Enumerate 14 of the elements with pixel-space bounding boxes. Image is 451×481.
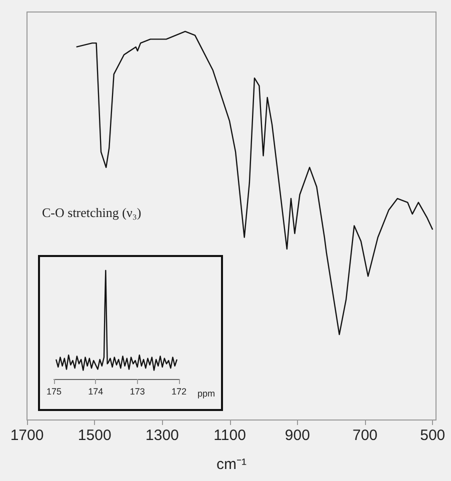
x-tick-label: 172	[171, 386, 187, 396]
x-tick-label: 500	[420, 427, 446, 444]
x-tick-label: 174	[88, 386, 104, 396]
x-tick-label: 900	[284, 427, 310, 444]
x-tick-label: 1700	[10, 427, 44, 444]
annotation: C-O stretching (ν₃)	[42, 205, 142, 220]
x-axis-title: cm⁻¹	[216, 456, 246, 473]
x-tick-label: 175	[46, 386, 62, 396]
x-axis-title: ppm	[197, 388, 216, 398]
x-tick-label: 700	[352, 427, 378, 444]
x-tick-label: 1300	[146, 427, 179, 444]
x-tick-label: 1500	[78, 427, 112, 444]
x-tick-label: 1100	[214, 427, 246, 444]
x-tick-label: 173	[130, 386, 145, 396]
